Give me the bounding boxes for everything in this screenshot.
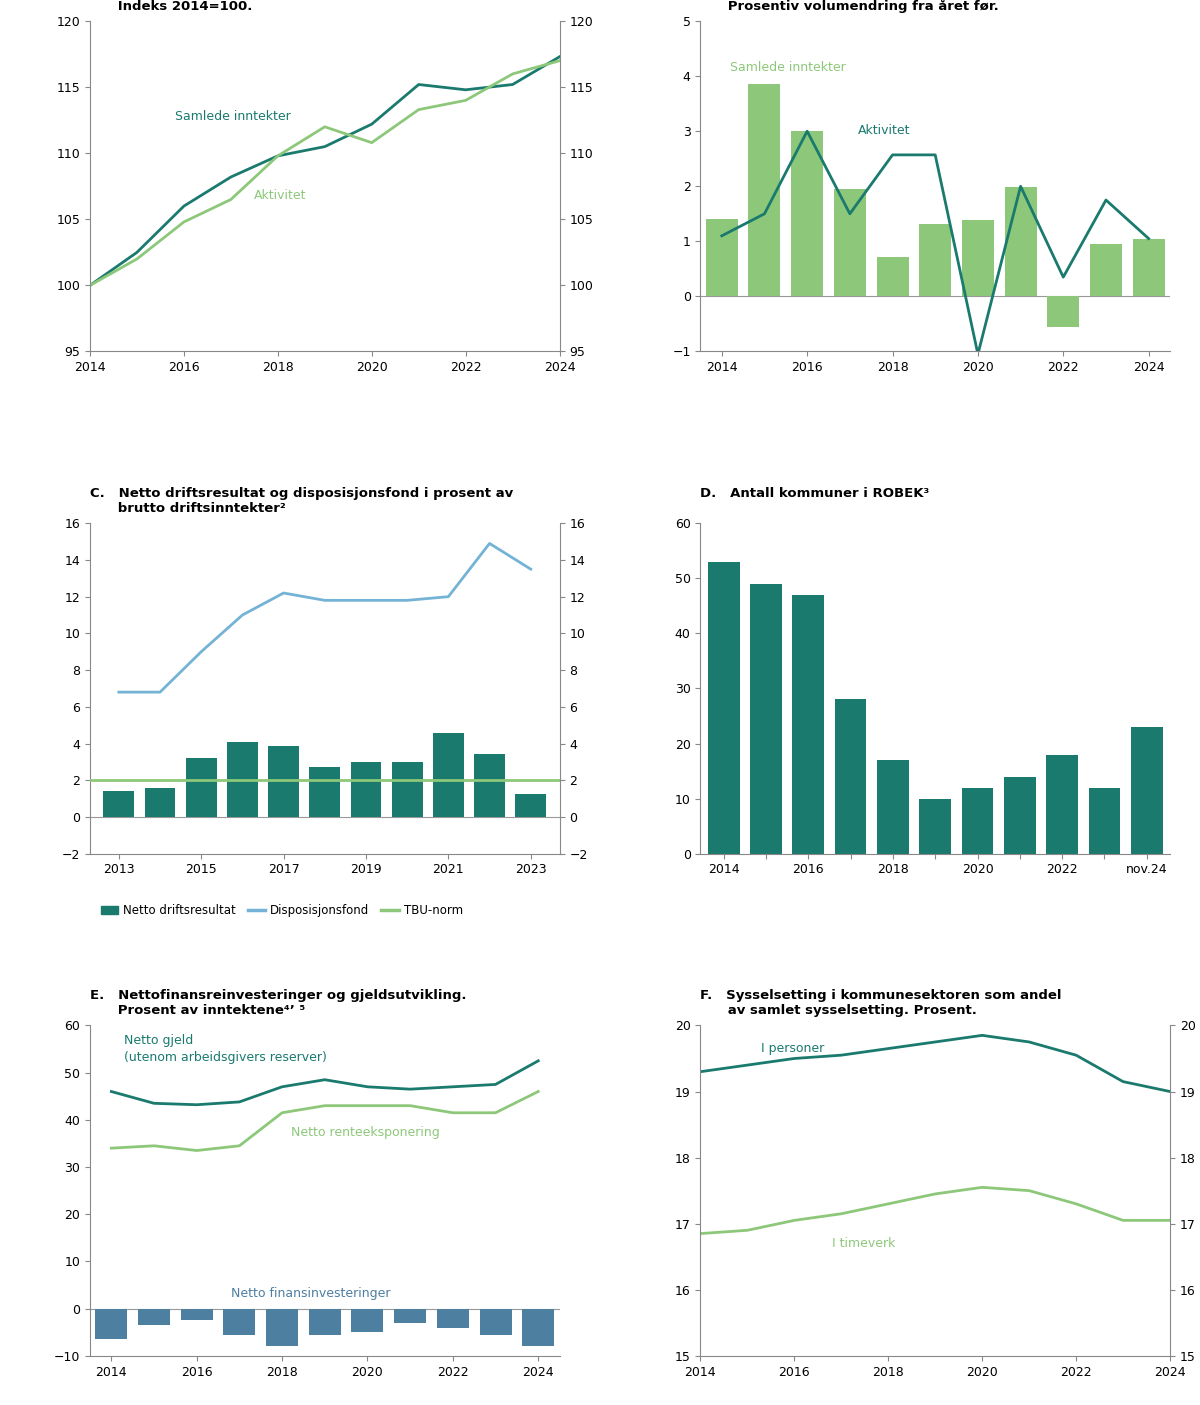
Bar: [708, 562, 739, 854]
Bar: [391, 762, 422, 816]
Bar: [95, 1308, 127, 1339]
Text: D.   Antall kommuner i ROBEK³: D. Antall kommuner i ROBEK³: [701, 488, 930, 516]
Bar: [1133, 239, 1165, 296]
Bar: [352, 1308, 384, 1332]
Bar: [706, 219, 738, 296]
Text: Netto renteeksponering: Netto renteeksponering: [290, 1127, 439, 1139]
Bar: [791, 131, 823, 296]
Bar: [433, 732, 463, 816]
Bar: [480, 1308, 511, 1335]
Bar: [227, 742, 258, 816]
Text: E.   Nettofinansreinvesteringer og gjeldsutvikling.
      Prosent av inntektene⁴: E. Nettofinansreinvesteringer og gjeldsu…: [90, 989, 467, 1017]
Bar: [1088, 788, 1121, 854]
Bar: [186, 759, 217, 816]
Bar: [266, 1308, 298, 1346]
Bar: [103, 791, 134, 816]
Bar: [474, 753, 505, 816]
Bar: [437, 1308, 469, 1328]
Text: Aktivitet: Aktivitet: [858, 124, 911, 136]
Bar: [1004, 777, 1036, 854]
Bar: [1004, 187, 1037, 296]
Bar: [919, 798, 952, 854]
Text: Samlede inntekter: Samlede inntekter: [174, 110, 290, 124]
Text: Samlede inntekter: Samlede inntekter: [731, 60, 846, 73]
Bar: [1090, 243, 1122, 296]
Text: Netto finansinvesteringer: Netto finansinvesteringer: [230, 1287, 390, 1300]
Bar: [835, 700, 866, 854]
Text: I timeverk: I timeverk: [832, 1236, 895, 1250]
Bar: [750, 584, 782, 854]
Bar: [223, 1308, 256, 1335]
Bar: [308, 1308, 341, 1335]
Text: B.   Aktivitets- og inntektsutvikling i kommunesektoren.
      Prosentiv volumen: B. Aktivitets- og inntektsutvikling i ko…: [701, 0, 1122, 13]
Bar: [919, 223, 952, 296]
Text: Netto gjeld: Netto gjeld: [124, 1034, 193, 1047]
Bar: [877, 760, 908, 854]
Bar: [522, 1308, 554, 1346]
Bar: [1130, 726, 1163, 854]
Bar: [749, 84, 780, 296]
Bar: [834, 190, 866, 296]
Bar: [181, 1308, 212, 1321]
Text: Aktivitet: Aktivitet: [254, 190, 307, 202]
Legend: Netto driftsresultat, Disposisjonsfond, TBU-norm: Netto driftsresultat, Disposisjonsfond, …: [96, 899, 467, 922]
Bar: [268, 746, 299, 816]
Text: A.   Aktivitets- og inntektsutvikling i kommunesektoren.¹
      Indeks 2014=100.: A. Aktivitets- og inntektsutvikling i ko…: [90, 0, 517, 13]
Bar: [792, 594, 824, 854]
Bar: [876, 257, 908, 296]
Bar: [310, 767, 341, 816]
Text: C.   Netto driftsresultat og disposisjonsfond i prosent av
      brutto driftsin: C. Netto driftsresultat og disposisjonsf…: [90, 488, 514, 516]
Bar: [961, 788, 994, 854]
Bar: [138, 1308, 170, 1325]
Bar: [1048, 296, 1079, 327]
Text: F.   Sysselsetting i kommunesektoren som andel
      av samlet sysselsetting. Pr: F. Sysselsetting i kommunesektoren som a…: [701, 989, 1062, 1017]
Text: (utenom arbeidsgivers reserver): (utenom arbeidsgivers reserver): [124, 1051, 328, 1064]
Bar: [350, 762, 382, 816]
Text: I personer: I personer: [762, 1043, 824, 1055]
Bar: [1046, 754, 1078, 854]
Bar: [515, 794, 546, 816]
Bar: [394, 1308, 426, 1322]
Bar: [144, 788, 175, 816]
Bar: [962, 221, 994, 296]
